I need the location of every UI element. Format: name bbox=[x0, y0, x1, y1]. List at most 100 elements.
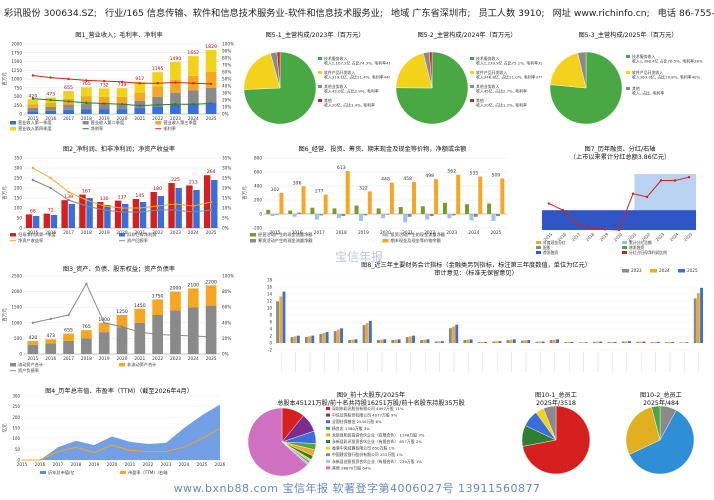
y-tick-label: 750 bbox=[14, 85, 22, 90]
x-tick-label: 2019 bbox=[358, 230, 369, 236]
bar bbox=[380, 339, 384, 343]
y2-tick-label: 90% bbox=[222, 49, 231, 54]
bar bbox=[524, 340, 528, 343]
bar bbox=[170, 79, 181, 93]
y-tick-label: 0 bbox=[19, 226, 22, 231]
legend-label: 营业收入第三季度 bbox=[163, 119, 197, 126]
bar bbox=[170, 104, 181, 114]
legend-swatch bbox=[326, 407, 330, 410]
chart-financing-dividend: 图7_历年融资、分红/右轴 （上市以来累计分红总额3.86亿元） 2015 2016 2… bbox=[528, 142, 712, 258]
y-tick-label: 2 bbox=[269, 334, 272, 339]
y-tick-label: 600 bbox=[254, 170, 262, 175]
line-point bbox=[589, 226, 593, 230]
bar bbox=[628, 341, 631, 343]
data-label: 2200 bbox=[205, 279, 217, 285]
chart-svg: 0 50 100 150 200 250 300 2015 2016 2017 2018 2019 20… bbox=[1, 394, 226, 477]
bar bbox=[116, 315, 128, 328]
bar bbox=[473, 214, 478, 217]
x-tick-label: 2022 bbox=[641, 231, 652, 242]
slice-label: 其他 bbox=[324, 98, 332, 103]
bar bbox=[429, 214, 434, 217]
y2-tick-label: 40% bbox=[222, 84, 231, 89]
y-tick-label: 1000 bbox=[11, 320, 22, 325]
legend-label: 累计分红总额 bbox=[629, 240, 652, 245]
bar bbox=[397, 339, 401, 343]
series-line bbox=[22, 427, 221, 461]
bar bbox=[478, 176, 483, 214]
line-point bbox=[85, 204, 88, 208]
bar bbox=[98, 322, 110, 333]
bar bbox=[63, 109, 74, 114]
line-point bbox=[174, 202, 177, 206]
chart-title: 图10-2_总员工 bbox=[640, 392, 682, 399]
bar bbox=[336, 214, 341, 219]
y2-tick-label: 30% bbox=[222, 91, 231, 96]
x-tick-label: 2025 bbox=[206, 230, 217, 236]
legend-swatch bbox=[250, 233, 256, 237]
bar bbox=[61, 200, 68, 228]
data-label: 302 bbox=[271, 187, 280, 193]
data-label: 562 bbox=[447, 169, 456, 175]
bar bbox=[134, 92, 146, 101]
bar bbox=[391, 340, 395, 343]
line-point bbox=[31, 178, 35, 182]
x-tick-label: 2023 bbox=[170, 116, 181, 122]
slice-label: 香港中央结算有限公司 650万股 1% bbox=[332, 446, 395, 451]
pie-slice bbox=[247, 407, 308, 477]
footer[interactable]: www.bxnb88.com 宝信年报 软著登字第4006027号 139115… bbox=[173, 482, 541, 495]
line-point bbox=[174, 334, 177, 337]
x-tick-label: 2018 bbox=[336, 230, 347, 236]
bar bbox=[292, 214, 297, 217]
bar bbox=[170, 92, 181, 105]
data-label: 322 bbox=[359, 185, 368, 191]
y2-tick-label: 100% bbox=[222, 42, 234, 47]
x-tick-label: 2017 bbox=[63, 356, 74, 362]
line-point bbox=[192, 82, 195, 85]
bar bbox=[98, 332, 110, 354]
slice-label: 收入20亿, 占比1.2%, 毛利率 bbox=[476, 103, 527, 108]
legend-label: 营业收入第二季度 bbox=[91, 119, 125, 126]
bar bbox=[325, 331, 329, 343]
line-point bbox=[192, 103, 195, 106]
chart-svg bbox=[521, 405, 591, 475]
line-point bbox=[102, 102, 106, 105]
pie-slice bbox=[276, 51, 281, 89]
line-point bbox=[156, 208, 159, 212]
data-label: 498 bbox=[425, 173, 434, 179]
bar bbox=[492, 341, 496, 343]
y-tick-label: 8 bbox=[269, 313, 272, 318]
bar bbox=[442, 202, 447, 214]
website[interactable]: 网址 www.richinfo.cn; bbox=[552, 8, 650, 19]
bar bbox=[451, 214, 456, 216]
legend-label: 筹资活动产生的现金流量净额 bbox=[258, 237, 313, 244]
x-tick-label: 2018 bbox=[585, 231, 596, 242]
legend-swatch bbox=[470, 57, 474, 60]
bar bbox=[412, 335, 415, 343]
x-tick-label: 2016 bbox=[557, 231, 568, 242]
y-tick-label: 250 bbox=[14, 176, 22, 181]
bar bbox=[45, 102, 57, 107]
bar bbox=[362, 325, 366, 343]
y-axis-label: 百万元 bbox=[2, 308, 8, 322]
legend-swatch bbox=[626, 87, 630, 90]
data-label: 655 bbox=[64, 85, 73, 91]
pie-slice bbox=[395, 52, 433, 89]
watermark: 宝信年报 bbox=[335, 250, 384, 264]
legend-swatch bbox=[626, 71, 630, 74]
data-label: 1490 bbox=[170, 56, 182, 62]
bar bbox=[696, 293, 700, 343]
pie-slice bbox=[549, 52, 587, 89]
pie-slice bbox=[543, 405, 557, 441]
legend-swatch bbox=[622, 241, 627, 244]
legend-label: 期末现金及现金等价物余额 bbox=[391, 237, 442, 244]
x-tick-label: 2018 bbox=[81, 116, 92, 122]
line-point bbox=[120, 80, 124, 83]
bar bbox=[398, 207, 403, 214]
data-label: 1750 bbox=[152, 293, 164, 299]
bar bbox=[500, 178, 505, 214]
y-tick-label: 250 bbox=[12, 404, 20, 409]
bar bbox=[152, 106, 163, 114]
bar bbox=[365, 323, 369, 343]
x-tick-label: 2020 bbox=[117, 116, 128, 122]
